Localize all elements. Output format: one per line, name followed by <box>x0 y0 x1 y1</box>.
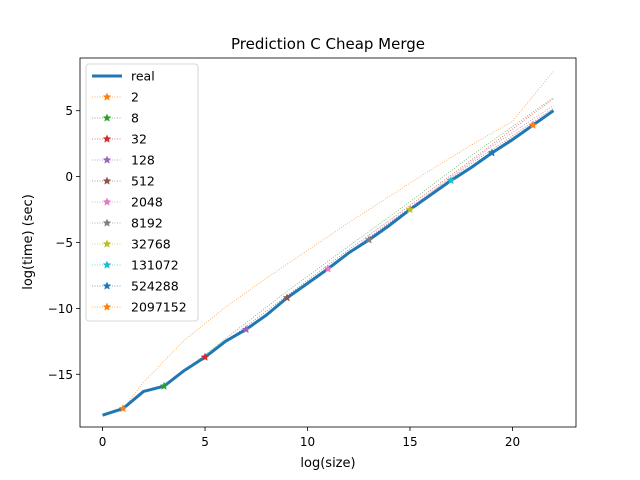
series-marker-32768 <box>405 205 415 214</box>
y-tick-label: −5 <box>55 236 73 250</box>
legend-label-32: 32 <box>131 132 147 147</box>
legend-marker-2097152 <box>102 302 112 311</box>
legend-marker-128 <box>102 155 112 164</box>
series-marker-8 <box>159 381 169 390</box>
series-marker-128 <box>241 324 251 334</box>
y-tick-label: 5 <box>65 104 73 118</box>
legend-label-2097152: 2097152 <box>131 300 187 315</box>
legend-label-real: real <box>131 69 155 84</box>
legend-label-8: 8 <box>131 111 139 126</box>
legend-label-8192: 8192 <box>131 216 163 231</box>
legend-label-512: 512 <box>131 174 155 189</box>
series-marker-8192 <box>364 235 374 244</box>
legend-marker-131072 <box>102 260 112 269</box>
chart-title: Prediction C Cheap Merge <box>231 35 425 53</box>
legend-label-524288: 524288 <box>131 279 179 294</box>
y-tick-label: 0 <box>65 170 73 184</box>
y-axis-label: log(time) (sec) <box>21 194 36 290</box>
x-tick-label: 0 <box>99 435 107 449</box>
legend-label-2: 2 <box>131 90 139 105</box>
legend-marker-512 <box>102 176 112 185</box>
y-tick-label: −15 <box>48 368 73 382</box>
legend-label-32768: 32768 <box>131 237 171 252</box>
legend-label-131072: 131072 <box>131 258 179 273</box>
x-tick-label: 10 <box>300 435 315 449</box>
legend-marker-8 <box>102 113 112 122</box>
legend-marker-2 <box>102 92 112 101</box>
series-marker-2 <box>118 404 128 413</box>
y-tick-label: −10 <box>48 302 73 316</box>
series-marker-131072 <box>446 176 456 185</box>
legend-marker-2048 <box>102 197 112 206</box>
series-layer <box>102 70 555 417</box>
legend-marker-8192 <box>102 218 112 227</box>
legend-box <box>85 63 199 322</box>
x-axis-label: log(size) <box>300 456 355 471</box>
x-tick-label: 5 <box>201 435 209 449</box>
axis-layer: 0 5 10 15 20 −15 −10 −5 0 5 <box>48 104 520 449</box>
legend-marker-32768 <box>102 239 112 248</box>
series-marker-512 <box>282 293 292 302</box>
series-marker-2097152 <box>528 120 538 129</box>
legend-marker-32 <box>102 134 112 143</box>
legend-label-128: 128 <box>131 153 155 168</box>
series-marker-524288 <box>487 148 497 157</box>
series-line-8 <box>163 97 554 387</box>
plot-frame <box>79 57 577 428</box>
series-line-32 <box>204 98 554 358</box>
series-marker-32 <box>200 352 210 361</box>
legend-marker-524288 <box>102 281 112 290</box>
x-tick-label: 20 <box>505 435 520 449</box>
series-marker-2048 <box>323 264 333 273</box>
legend: real 2 8 32 128 512 2048 8192 32768 131072 524288 2… <box>85 63 199 322</box>
x-tick-label: 15 <box>402 435 417 449</box>
legend-label-2048: 2048 <box>131 195 163 210</box>
